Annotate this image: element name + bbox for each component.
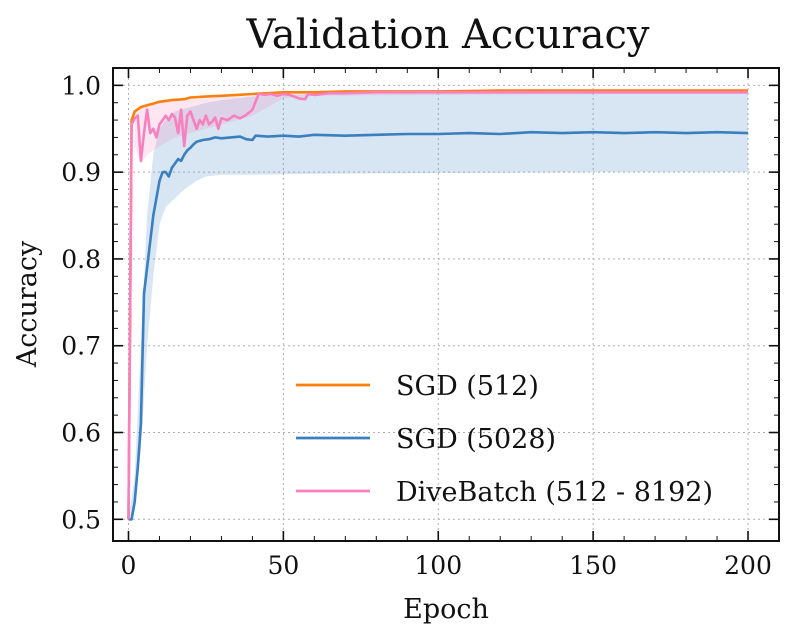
tick-labels: 0 50 100 150 200 0.5 0.6 0.7 0.8 0.9 1.0 — [61, 71, 772, 580]
axis-ticks — [113, 68, 779, 541]
plot-frame — [112, 67, 780, 542]
y-tick-label: 0.7 — [61, 332, 101, 361]
confidence-bands — [128, 91, 748, 520]
x-tick-label: 50 — [267, 551, 299, 580]
x-tick-label: 0 — [121, 551, 137, 580]
series-line — [128, 130, 749, 521]
y-axis-label: Accuracy — [12, 240, 43, 368]
legend-label: SGD (512) — [396, 371, 539, 402]
legend-label: DiveBatch (512 - 8192) — [396, 477, 713, 508]
x-axis-label: Epoch — [403, 594, 489, 625]
y-tick-label: 0.5 — [61, 505, 101, 534]
legend: SGD (512) SGD (5028) DiveBatch (512 - 8192… — [296, 371, 713, 508]
y-tick-label: 1.0 — [61, 71, 101, 100]
x-tick-label: 200 — [724, 551, 772, 580]
chart-title: Validation Accuracy — [246, 12, 650, 58]
y-tick-label: 0.9 — [61, 158, 101, 187]
grid — [113, 68, 779, 541]
confidence-band — [128, 92, 748, 520]
series-line — [127, 91, 748, 520]
x-tick-label: 150 — [569, 551, 617, 580]
series-lines — [127, 89, 749, 521]
x-tick-label: 100 — [414, 551, 462, 580]
y-tick-label: 0.6 — [61, 419, 101, 448]
legend-label: SGD (5028) — [396, 424, 556, 455]
y-tick-label: 0.8 — [61, 245, 101, 274]
